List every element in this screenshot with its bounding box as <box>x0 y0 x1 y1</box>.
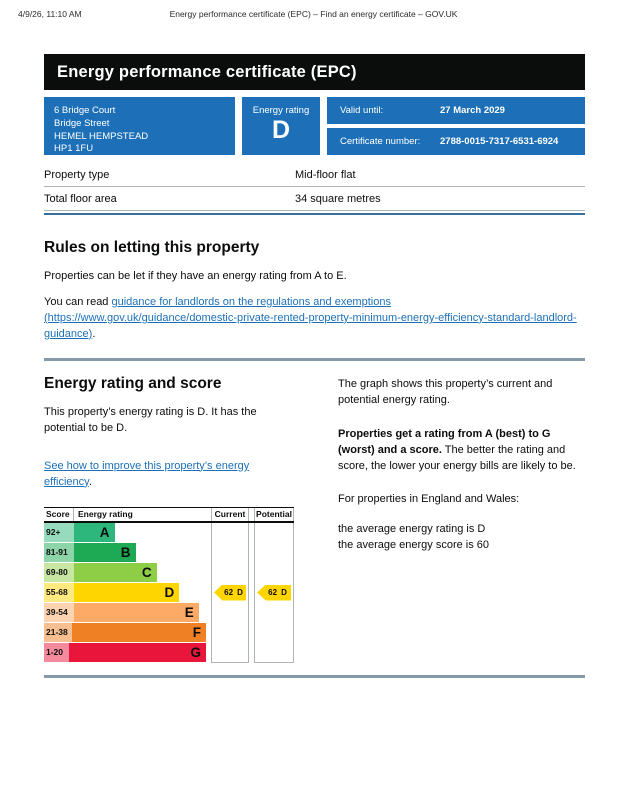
band-score: 92+ <box>44 522 74 542</box>
potential-column-header: Potential <box>254 507 294 521</box>
rating-score-column: Energy rating and score This property’s … <box>44 369 296 663</box>
certificate-meta: Valid until: 27 March 2029 Certificate n… <box>327 97 585 155</box>
page-title-banner: Energy performance certificate (EPC) <box>44 54 585 90</box>
band-row-a: 92+ A <box>44 522 206 542</box>
rating-section-heading: Energy rating and score <box>44 374 222 392</box>
rating-explanation-paragraph: Properties get a rating from A (best) to… <box>338 427 585 475</box>
averages-intro: For properties in England and Wales: <box>338 493 520 506</box>
valid-until-value: 27 March 2029 <box>440 105 505 116</box>
band-row-d: 55-68 D <box>44 582 206 602</box>
band-score: 69-80 <box>44 562 74 582</box>
band-row-b: 81-91 B <box>44 542 206 562</box>
guidance-prefix: You can read <box>44 295 112 308</box>
graph-body: 92+ A 81-91 B 69-80 C 55-68 <box>44 522 294 663</box>
potential-letter: D <box>281 588 287 597</box>
table-row: Total floor area 34 square metres <box>44 187 585 211</box>
rating-bands: 92+ A 81-91 B 69-80 C 55-68 <box>44 522 206 663</box>
improve-paragraph: See how to improve this property’s energ… <box>44 459 296 491</box>
rating-explanation-rest: The better the rating and score, the low… <box>338 443 576 472</box>
epc-rating-graph: Score Energy rating Current Potential 92… <box>44 506 294 663</box>
band-score: 1-20 <box>44 642 70 662</box>
property-type-value: Mid-floor flat <box>295 169 356 181</box>
energy-rating-column-header: Energy rating <box>78 509 133 519</box>
average-score-line: the average energy score is 60 <box>338 539 490 552</box>
rules-heading: Rules on letting this property <box>44 239 260 256</box>
valid-until-label: Valid until: <box>340 105 384 116</box>
score-column-header: Score <box>44 507 74 521</box>
address-line-4: HP1 1FU <box>54 143 94 155</box>
certificate-number-label: Certificate number: <box>340 136 421 147</box>
current-letter: D <box>237 588 243 597</box>
band-bar: E <box>74 602 199 622</box>
print-page-title: Energy performance certificate (EPC) – F… <box>169 9 458 19</box>
average-rating-line: the average energy rating is D <box>338 523 486 536</box>
certificate-page: Energy performance certificate (EPC) 6 B… <box>44 54 585 678</box>
certificate-number-value: 2788-0015-7317-6531-6924 <box>440 136 559 147</box>
certificate-summary: 6 Bridge Court Bridge Street HEMEL HEMPS… <box>44 97 585 155</box>
browser-print-header: 4/9/26, 11:10 AM Energy performance cert… <box>0 9 627 19</box>
band-bar: D <box>74 582 180 602</box>
band-score: 39-54 <box>44 602 74 622</box>
energy-rating-section: Energy rating and score This property’s … <box>44 369 585 663</box>
energy-rating-box: Energy rating D <box>242 97 320 155</box>
landlord-guidance-link[interactable]: guidance for landlords on the regulation… <box>44 295 577 340</box>
rating-intro-paragraph: This property’s energy rating is D. It h… <box>44 405 257 434</box>
improve-efficiency-link[interactable]: See how to improve this property’s energ… <box>44 459 250 488</box>
potential-rating-column: 62 D <box>254 522 294 663</box>
section-divider <box>44 213 585 215</box>
graph-intro-paragraph: The graph shows this property’s current … <box>338 377 553 406</box>
address-line-3: HEMEL HEMPSTEAD <box>54 130 149 142</box>
rules-guidance-paragraph: You can read guidance for landlords on t… <box>44 295 585 343</box>
potential-score: 62 <box>268 588 278 597</box>
improve-suffix: . <box>88 475 92 488</box>
floor-area-value: 34 square metres <box>295 193 381 205</box>
band-bar: C <box>74 562 157 582</box>
band-row-g: 1-20 G <box>44 642 206 662</box>
address-line-1: 6 Bridge Court <box>54 105 116 116</box>
section-divider <box>44 357 585 361</box>
page-title: Energy performance certificate (EPC) <box>57 62 357 81</box>
graph-header-row: Score Energy rating Current Potential <box>44 506 294 523</box>
band-bar: B <box>74 542 136 562</box>
property-address: 6 Bridge Court Bridge Street HEMEL HEMPS… <box>44 97 235 155</box>
potential-rating-marker: 62 D <box>257 584 291 601</box>
floor-area-label: Total floor area <box>44 193 117 205</box>
band-bar: F <box>71 622 206 642</box>
rules-paragraph: Properties can be let if they have an en… <box>44 270 347 282</box>
band-bar: G <box>69 642 206 662</box>
property-details-table: Property type Mid-floor flat Total floor… <box>44 163 585 211</box>
band-row-e: 39-54 E <box>44 602 206 622</box>
band-row-f: 21-38 F <box>44 622 206 642</box>
guidance-suffix: . <box>92 327 96 340</box>
band-score: 55-68 <box>44 582 74 602</box>
current-rating-marker: 62 D <box>214 584 246 601</box>
current-score: 62 <box>224 588 234 597</box>
band-score: 81-91 <box>44 542 74 562</box>
rating-explanation-bold: Properties get a rating from A (best) to… <box>338 427 551 456</box>
certificate-number-box: Certificate number: 2788-0015-7317-6531-… <box>327 128 585 155</box>
graph-explanation-column: The graph shows this property’s current … <box>338 369 585 663</box>
energy-rating-letter: D <box>271 116 291 144</box>
band-bar: A <box>74 522 115 542</box>
property-type-label: Property type <box>44 169 110 181</box>
energy-rating-label: Energy rating <box>252 105 310 116</box>
band-row-c: 69-80 C <box>44 562 206 582</box>
averages-lines: the average energy rating is D the avera… <box>338 522 585 554</box>
current-rating-column: 62 D <box>211 522 249 663</box>
section-divider <box>44 674 585 678</box>
band-score: 21-38 <box>44 622 72 642</box>
print-timestamp: 4/9/26, 11:10 AM <box>18 9 82 19</box>
current-column-header: Current <box>211 507 249 521</box>
table-row: Property type Mid-floor flat <box>44 163 585 187</box>
valid-until-box: Valid until: 27 March 2029 <box>327 97 585 124</box>
address-line-2: Bridge Street <box>54 117 110 129</box>
